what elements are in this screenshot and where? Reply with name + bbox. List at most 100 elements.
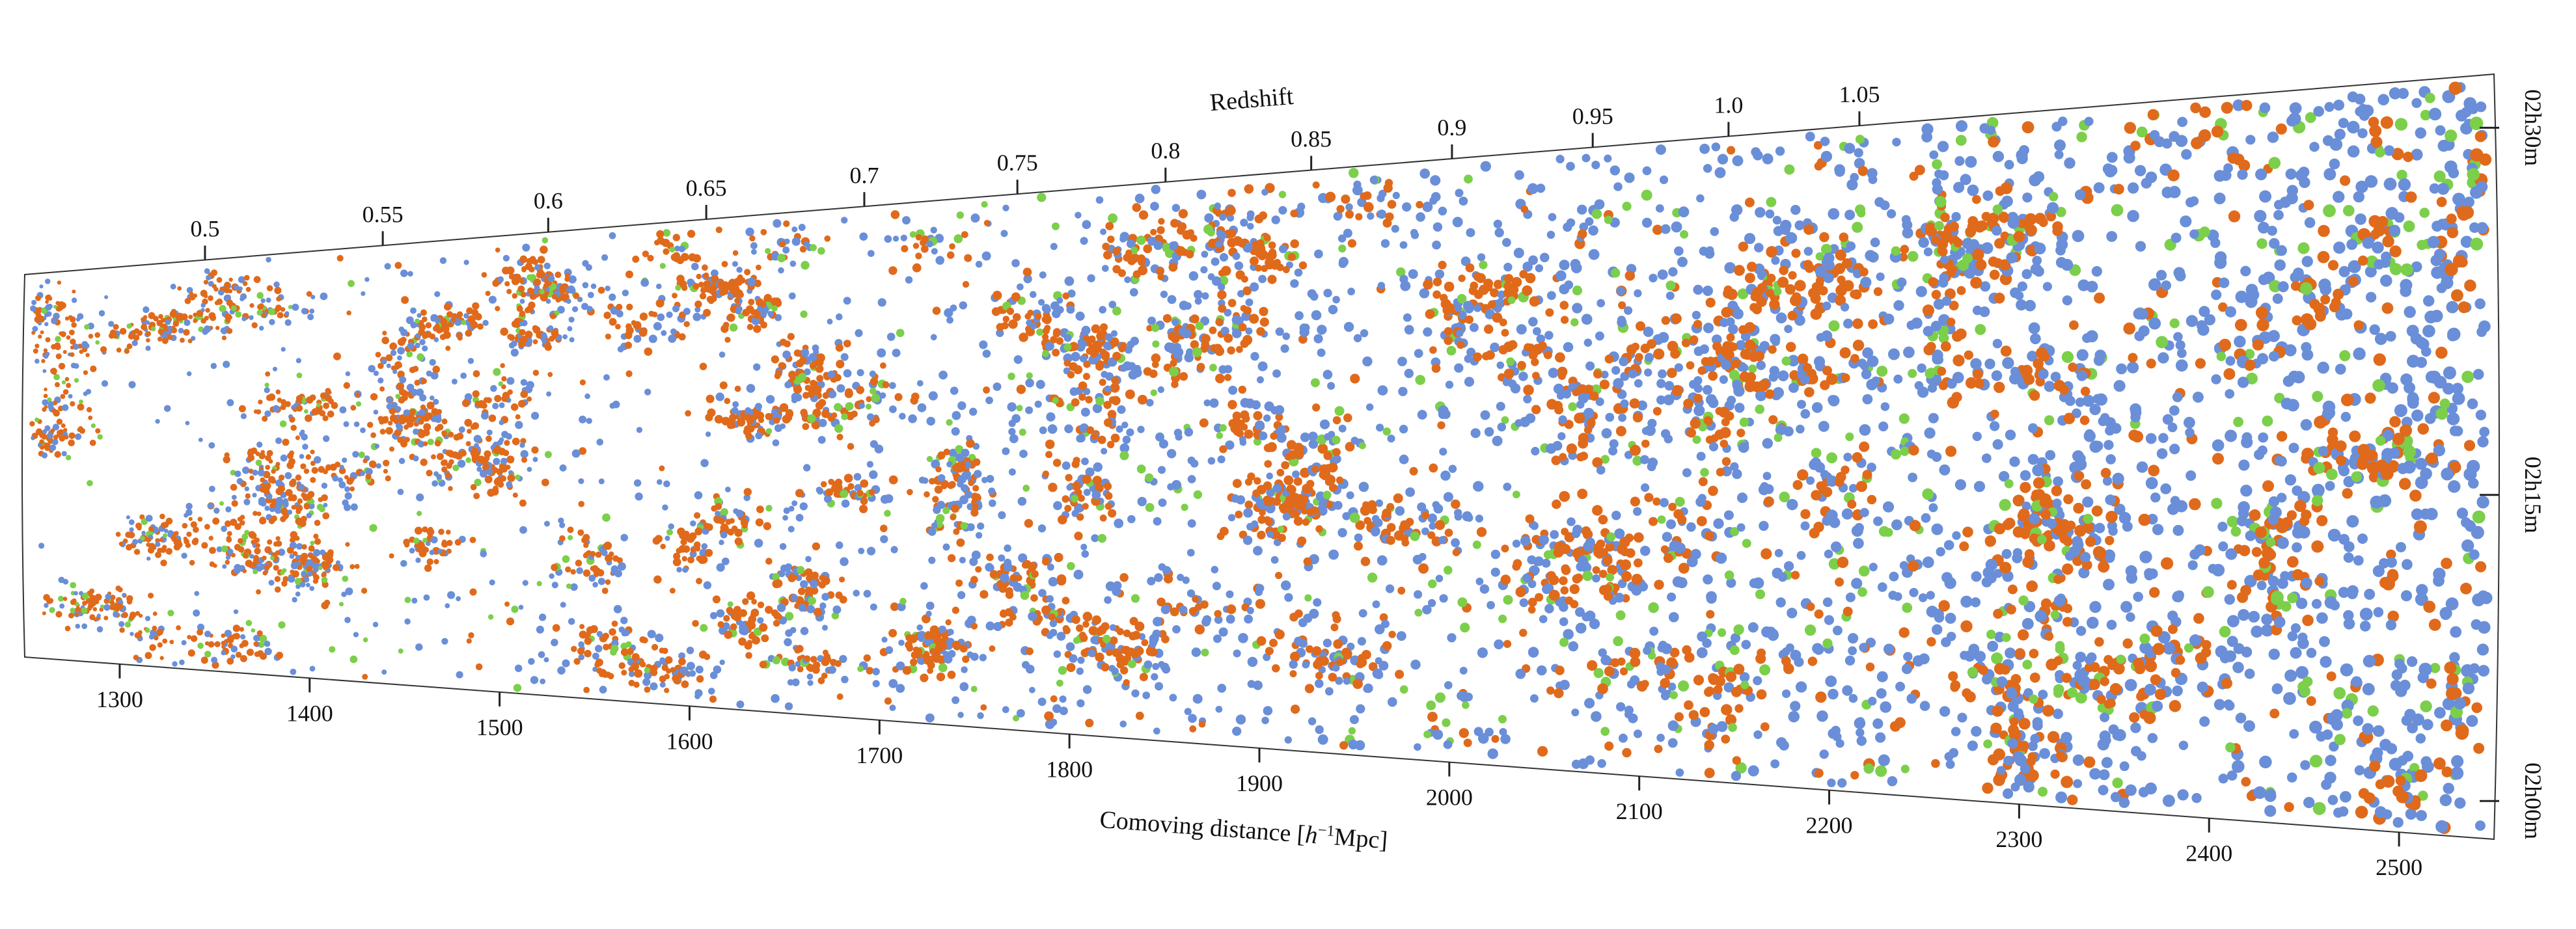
- galaxy-point-green: [1019, 428, 1026, 436]
- galaxy-point-blue: [2443, 783, 2454, 794]
- galaxy-point-blue: [1851, 578, 1863, 589]
- galaxy-point-blue: [1828, 395, 1840, 407]
- galaxy-point-green: [1604, 215, 1613, 224]
- galaxy-point-orange: [321, 494, 328, 502]
- galaxy-point-blue: [806, 604, 815, 613]
- galaxy-point-orange: [1619, 667, 1628, 676]
- galaxy-point-orange: [145, 330, 151, 337]
- galaxy-point-green: [866, 403, 871, 410]
- galaxy-point-blue: [754, 539, 763, 548]
- galaxy-point-blue: [1204, 213, 1214, 223]
- galaxy-point-orange: [2100, 468, 2111, 478]
- galaxy-point-blue: [725, 487, 731, 492]
- galaxy-point-green: [1052, 222, 1060, 230]
- galaxy-point-green: [1460, 623, 1470, 633]
- galaxy-point-blue: [1155, 432, 1164, 442]
- galaxy-point-blue: [2177, 348, 2187, 358]
- galaxy-point-blue: [2225, 429, 2238, 442]
- galaxy-point-blue: [2428, 107, 2442, 121]
- galaxy-point-blue: [2327, 794, 2338, 805]
- galaxy-point-blue: [1375, 499, 1384, 507]
- galaxy-point-blue: [2106, 152, 2118, 163]
- galaxy-point-blue: [2347, 145, 2360, 158]
- galaxy-point-blue: [1696, 194, 1705, 203]
- galaxy-point-blue: [306, 513, 312, 518]
- galaxy-point-blue: [2149, 129, 2160, 141]
- galaxy-point-orange: [1561, 316, 1569, 324]
- galaxy-point-blue: [2268, 496, 2279, 507]
- galaxy-point-blue: [598, 478, 605, 485]
- galaxy-point-green: [1975, 324, 1986, 335]
- galaxy-point-orange: [1096, 331, 1106, 341]
- galaxy-point-blue: [2264, 805, 2277, 817]
- galaxy-point-green: [810, 244, 817, 252]
- galaxy-point-blue: [1059, 695, 1067, 703]
- galaxy-point-green: [1878, 526, 1890, 537]
- galaxy-point-blue: [800, 626, 809, 636]
- galaxy-point-blue: [1360, 329, 1369, 338]
- galaxy-point-blue: [1758, 484, 1770, 496]
- galaxy-point-blue: [1982, 190, 1994, 201]
- galaxy-point-orange: [1559, 576, 1568, 586]
- galaxy-point-blue: [2150, 492, 2161, 503]
- galaxy-point-orange: [1624, 271, 1635, 281]
- galaxy-point-orange: [1339, 741, 1349, 750]
- galaxy-point-blue: [1528, 317, 1538, 327]
- galaxy-point-blue: [400, 269, 408, 277]
- galaxy-point-green: [264, 383, 269, 388]
- galaxy-point-green: [2433, 170, 2446, 183]
- galaxy-point-blue: [104, 295, 109, 299]
- galaxy-point-blue: [644, 388, 651, 396]
- galaxy-point-orange: [983, 386, 991, 394]
- galaxy-point-blue: [568, 618, 575, 625]
- galaxy-point-blue: [1834, 166, 1845, 177]
- galaxy-point-blue: [1348, 740, 1358, 749]
- galaxy-point-blue: [1869, 563, 1878, 572]
- galaxy-point-blue: [1892, 137, 1901, 147]
- galaxy-point-blue: [519, 526, 527, 534]
- galaxy-point-blue: [1616, 702, 1626, 712]
- galaxy-point-blue: [1693, 376, 1703, 385]
- galaxy-point-orange: [221, 633, 226, 638]
- galaxy-point-blue: [1998, 471, 2010, 482]
- galaxy-point-blue: [1848, 646, 1857, 656]
- galaxy-point-orange: [1093, 345, 1102, 353]
- galaxy-point-orange: [1898, 627, 1910, 638]
- galaxy-point-orange: [131, 330, 136, 335]
- galaxy-point-blue: [1253, 546, 1263, 556]
- galaxy-point-orange: [2146, 358, 2156, 369]
- galaxy-point-orange: [1343, 413, 1352, 422]
- galaxy-point-green: [1675, 496, 1685, 507]
- galaxy-point-blue: [2199, 716, 2210, 727]
- galaxy-point-orange: [2448, 81, 2462, 95]
- galaxy-point-green: [2312, 390, 2323, 403]
- galaxy-point-blue: [1835, 739, 1844, 748]
- galaxy-point-orange: [2327, 260, 2339, 271]
- galaxy-point-blue: [2254, 209, 2267, 222]
- galaxy-point-orange: [255, 543, 260, 548]
- galaxy-point-blue: [1404, 325, 1414, 335]
- galaxy-point-green: [1570, 318, 1579, 327]
- galaxy-point-green: [2467, 168, 2480, 181]
- galaxy-point-green: [1063, 343, 1072, 351]
- galaxy-point-orange: [1050, 695, 1058, 703]
- galaxy-point-blue: [2383, 145, 2395, 156]
- galaxy-point-blue: [1928, 503, 1938, 513]
- galaxy-point-blue: [1464, 692, 1473, 701]
- galaxy-point-orange: [1914, 165, 1925, 176]
- galaxy-point-blue: [898, 640, 905, 646]
- galaxy-point-blue: [2472, 593, 2486, 606]
- galaxy-point-orange: [2276, 431, 2288, 442]
- galaxy-point-blue: [1246, 210, 1255, 219]
- galaxy-point-orange: [512, 293, 518, 299]
- galaxy-point-blue: [601, 254, 609, 261]
- galaxy-point-orange: [281, 507, 288, 515]
- galaxy-point-blue: [952, 696, 960, 705]
- galaxy-point-blue: [2274, 455, 2284, 466]
- galaxy-point-orange: [699, 362, 707, 370]
- galaxy-point-blue: [1911, 317, 1923, 329]
- galaxy-point-blue: [2232, 662, 2244, 673]
- galaxy-point-blue: [2257, 445, 2268, 456]
- galaxy-point-blue: [1639, 455, 1649, 464]
- galaxy-point-blue: [225, 555, 231, 560]
